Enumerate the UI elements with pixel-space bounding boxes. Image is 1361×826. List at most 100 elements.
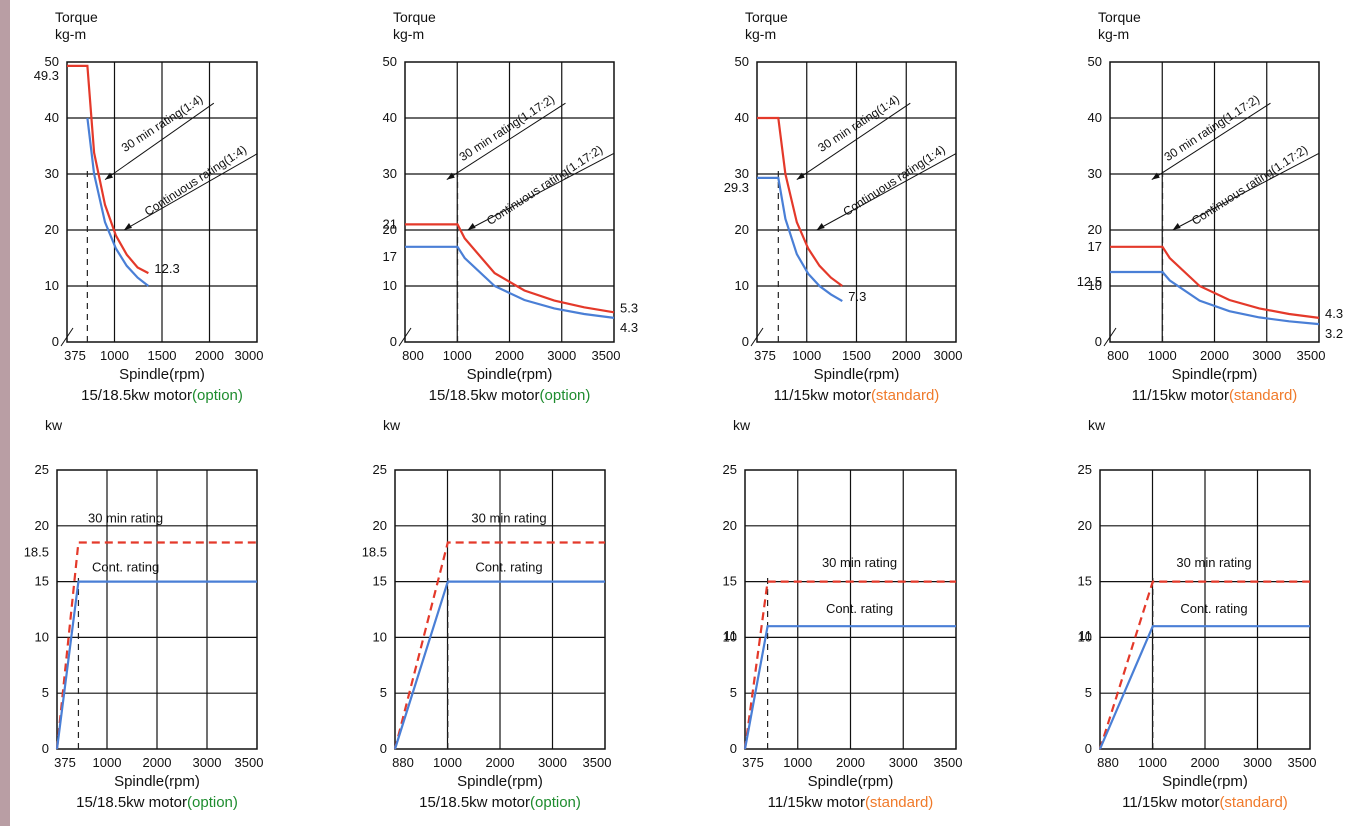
y-tick-label-extra: 17 — [383, 249, 397, 264]
y-tick-label: 10 — [1078, 629, 1092, 644]
x-tick-label: 1500 — [842, 348, 871, 363]
y-axis-label: Torque — [393, 9, 436, 25]
plot-frame — [66, 61, 258, 343]
x-tick-label: 375 — [54, 755, 76, 770]
y-tick-label: 15 — [1078, 574, 1092, 589]
plot-frame — [56, 469, 258, 750]
series-line-thirty-min — [743, 580, 956, 750]
y-tick-label: 15 — [723, 574, 737, 589]
series-line-continuous — [1110, 270, 1320, 326]
y-tick-label-extra: 11 — [1079, 628, 1093, 643]
x-tick-label: 3500 — [1288, 755, 1317, 770]
caption-paren: (standard) — [871, 387, 939, 404]
y-tick-label: 50 — [735, 54, 749, 69]
caption-main: 15/18.5kw motor — [81, 387, 192, 404]
y-tick-label: 0 — [390, 334, 397, 349]
y-tick-label: 10 — [735, 278, 749, 293]
y-tick-label: 50 — [1088, 54, 1102, 69]
series-label: Cont. rating — [1180, 601, 1247, 616]
caption-main: 11/15kw motor — [768, 794, 865, 811]
y-tick-label: 30 — [1088, 166, 1102, 181]
chart-8: kw 0 5 10 15 20 25 11 880 1000 2000 3000 3500 Spindle… — [1078, 417, 1317, 811]
plot-frame — [404, 61, 615, 343]
x-tick-label: 3000 — [193, 755, 222, 770]
annotation-callout: 30 min rating(1.17:2) — [446, 92, 566, 181]
series-line-continuous — [743, 625, 956, 750]
y-axis-label: kw — [45, 417, 63, 433]
x-tick-label: 880 — [1097, 755, 1119, 770]
series-line-continuous — [757, 176, 843, 303]
y-tick-label: 20 — [35, 518, 49, 533]
y-tick-label: 0 — [42, 741, 49, 756]
x-tick-label: 1000 — [93, 755, 122, 770]
x-tick-label: 1000 — [1138, 755, 1167, 770]
x-tick-label: 3000 — [1243, 755, 1272, 770]
y-tick-label: 25 — [373, 462, 387, 477]
y-tick-label: 20 — [373, 518, 387, 533]
y-tick-label: 0 — [730, 741, 737, 756]
series-line-thirty-min — [1110, 245, 1320, 319]
x-tick-label: 2000 — [1200, 348, 1229, 363]
x-axis-label: Spindle(rpm) — [114, 773, 200, 790]
y-tick-label: 20 — [735, 222, 749, 237]
y-axis-label: Torque — [1098, 9, 1141, 25]
axis-break-mark — [60, 327, 74, 347]
y-tick-label: 20 — [1088, 222, 1102, 237]
series-label: Cont. rating — [92, 560, 159, 575]
series-line-continuous — [405, 245, 615, 319]
x-tick-label: 1000 — [783, 755, 812, 770]
y-tick-label-extra: 12.5 — [1077, 274, 1102, 289]
annotation-arrowhead — [446, 172, 455, 180]
annotation-text: 30 min rating(1:4) — [815, 92, 901, 155]
annotation-leader-line — [1172, 153, 1319, 231]
x-tick-label: 800 — [1107, 348, 1129, 363]
y-tick-label: 10 — [383, 278, 397, 293]
y-tick-label: 40 — [383, 110, 397, 125]
y-tick-label: 30 — [45, 166, 59, 181]
annotation-leader-line — [796, 102, 911, 181]
annotation-callout: 30 min rating(1.17:2) — [1151, 92, 1271, 181]
plot-frame — [756, 61, 957, 343]
caption-main: 11/15kw motor — [1132, 387, 1229, 404]
x-tick-label: 375 — [754, 348, 776, 363]
annotation-arrowhead — [105, 172, 113, 180]
y-axis-label: Torque — [745, 9, 788, 25]
series-line-continuous — [55, 580, 257, 750]
x-tick-label: 3500 — [235, 755, 264, 770]
y-tick-label-extra: 11 — [724, 628, 738, 643]
y-tick-label: 5 — [42, 685, 49, 700]
y-tick-label-extra: 21 — [383, 216, 397, 231]
y-tick-label: 15 — [373, 574, 387, 589]
x-tick-label: 1000 — [443, 348, 472, 363]
x-tick-label: 3500 — [1297, 348, 1326, 363]
series-label: Cont. rating — [475, 560, 542, 575]
y-axis-label: kg-m — [745, 26, 776, 42]
y-tick-label: 30 — [383, 166, 397, 181]
series-line-continuous — [1098, 625, 1310, 750]
annotation-arrowhead — [124, 223, 132, 230]
y-tick-label-extra: 29.3 — [724, 180, 749, 195]
chart-7: kw 0 5 10 15 20 25 11 375 1000 2000 3000 3500 Spindle… — [723, 417, 963, 811]
x-tick-label: 3000 — [1252, 348, 1281, 363]
y-tick-label: 10 — [373, 629, 387, 644]
series-line-thirty-min — [55, 541, 257, 750]
axis-break-mark — [750, 327, 764, 347]
side-strip — [0, 0, 10, 826]
annotation-callout: Continuous rating(1.17:2) — [467, 142, 614, 231]
annotation-leader-line — [467, 153, 614, 231]
y-tick-label: 20 — [723, 518, 737, 533]
x-tick-label: 3000 — [538, 755, 567, 770]
annotation-text: Continuous rating(1.17:2) — [484, 142, 605, 227]
chart-caption: 15/18.5kw motor(option) — [81, 387, 243, 404]
y-tick-label: 0 — [52, 334, 59, 349]
x-tick-label: 3000 — [235, 348, 264, 363]
x-tick-label: 1000 — [433, 755, 462, 770]
caption-paren: (standard) — [1229, 387, 1297, 404]
y-axis-label: Torque — [55, 9, 98, 25]
y-axis-label: kg-m — [393, 26, 424, 42]
x-tick-label: 375 — [742, 755, 764, 770]
series-line-continuous — [393, 580, 605, 750]
x-axis-label: Spindle(rpm) — [119, 366, 205, 383]
